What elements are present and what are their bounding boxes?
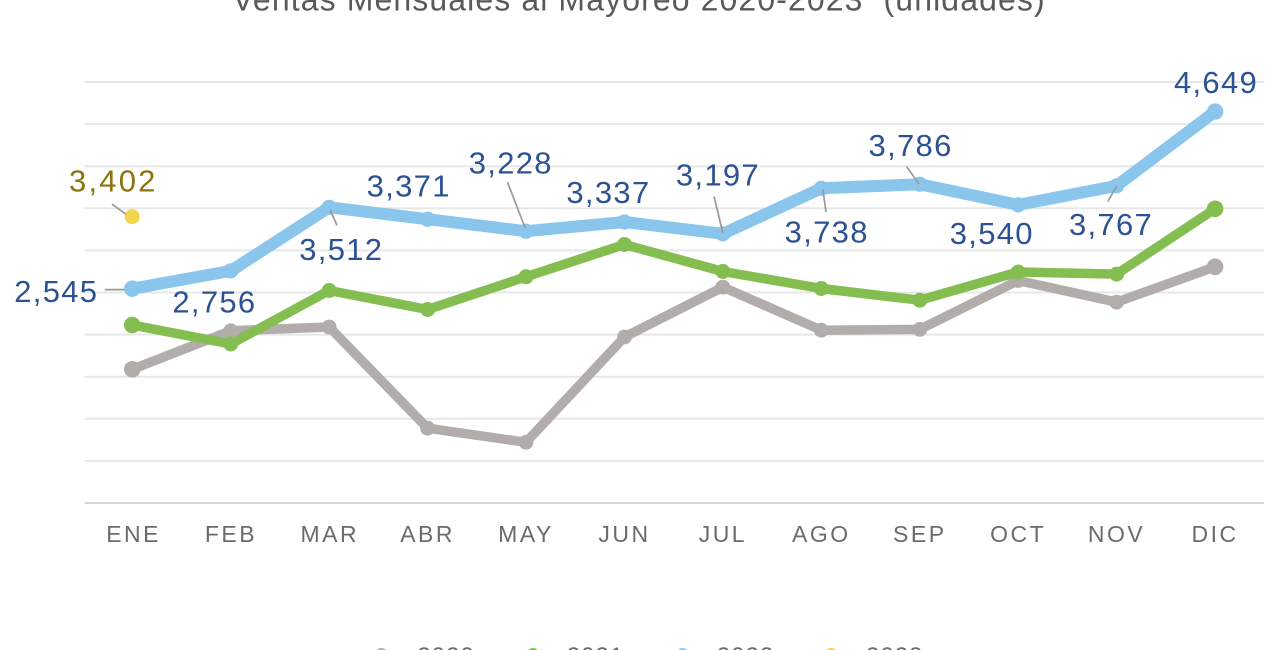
svg-text:MAR: MAR [300, 521, 359, 547]
svg-text:JUN: JUN [598, 521, 650, 547]
svg-text:2020: 2020 [417, 643, 474, 650]
svg-text:2,756: 2,756 [172, 284, 256, 319]
svg-text:3,512: 3,512 [299, 232, 383, 267]
svg-text:3,540: 3,540 [950, 216, 1034, 251]
svg-text:4,649: 4,649 [1174, 65, 1258, 100]
svg-text:AGO: AGO [792, 521, 851, 547]
svg-text:3,197: 3,197 [676, 157, 760, 192]
svg-text:3,738: 3,738 [785, 215, 869, 250]
svg-text:3,337: 3,337 [566, 175, 650, 210]
svg-text:JUL: JUL [699, 521, 747, 547]
svg-text:DIC: DIC [1192, 521, 1239, 547]
svg-text:2021: 2021 [567, 643, 624, 650]
svg-text:SEP: SEP [893, 521, 947, 547]
svg-text:3,371: 3,371 [367, 168, 451, 203]
svg-text:FEB: FEB [205, 521, 257, 547]
svg-text:3,786: 3,786 [869, 128, 953, 163]
svg-text:Ventas Mensuales al Mayoreo 20: Ventas Mensuales al Mayoreo 2020-2023 (u… [232, 0, 1046, 18]
svg-text:3,402: 3,402 [69, 164, 158, 199]
svg-text:3,228: 3,228 [469, 146, 553, 181]
svg-text:2,545: 2,545 [14, 274, 98, 309]
svg-text:NOV: NOV [1088, 521, 1145, 547]
svg-text:3,767: 3,767 [1069, 207, 1153, 242]
svg-text:OCT: OCT [990, 521, 1046, 547]
svg-text:2023: 2023 [866, 643, 923, 650]
svg-text:ENE: ENE [106, 521, 161, 547]
svg-text:MAY: MAY [498, 521, 554, 547]
svg-text:ABR: ABR [400, 521, 455, 547]
svg-text:2022: 2022 [717, 643, 774, 650]
